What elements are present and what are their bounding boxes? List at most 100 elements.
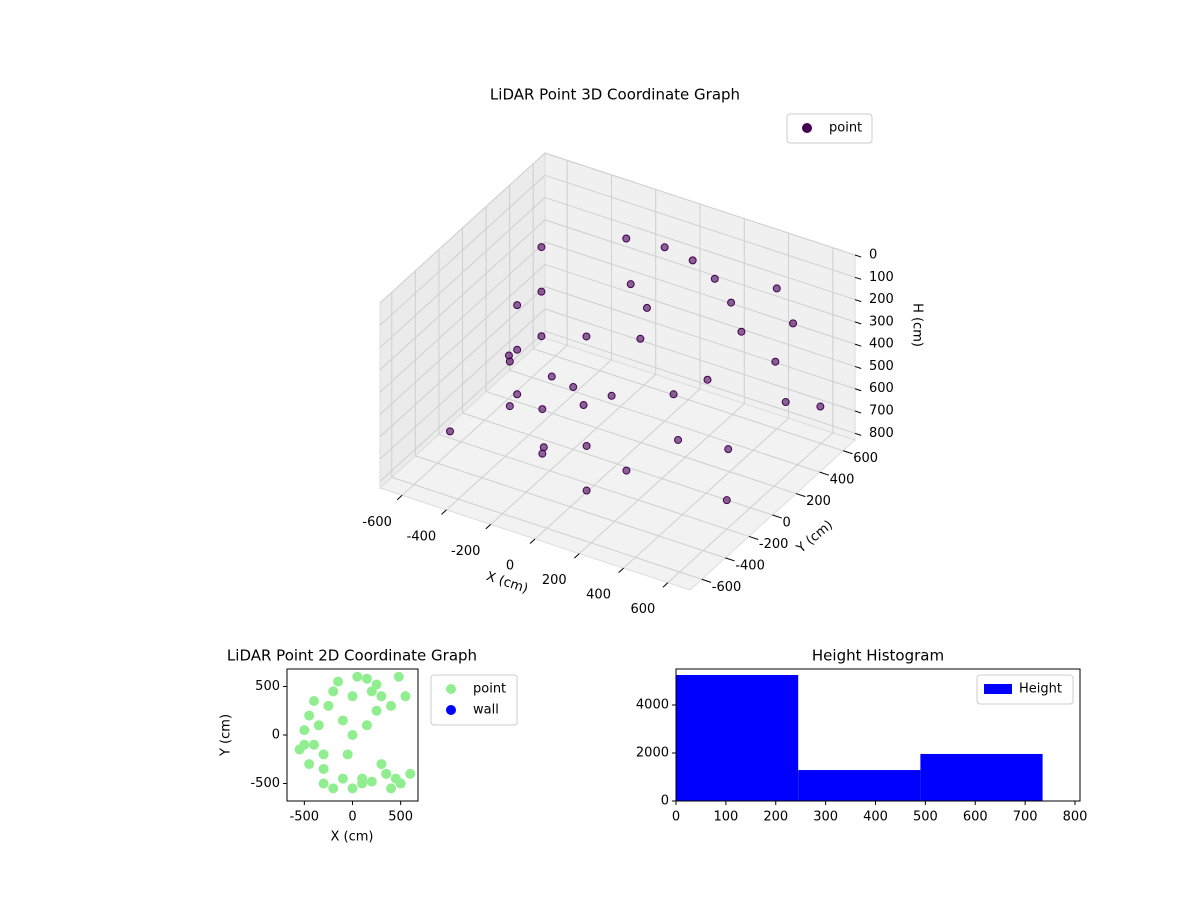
point <box>308 696 319 707</box>
tick-mark <box>396 494 403 501</box>
grid-line <box>544 241 856 345</box>
grid-line <box>544 308 856 412</box>
point <box>505 402 514 411</box>
x-tick-label: 200 <box>763 810 788 825</box>
chart-title: LiDAR Point 3D Coordinate Graph <box>490 86 740 104</box>
point <box>308 739 319 750</box>
legend-label: Height <box>1019 682 1062 697</box>
point <box>582 441 591 450</box>
point <box>318 749 329 760</box>
x-tick-label: 0 <box>506 559 514 574</box>
tick-mark <box>854 276 862 280</box>
tick-mark <box>854 432 862 436</box>
point <box>636 334 645 343</box>
point <box>781 398 790 407</box>
tick-mark <box>662 582 669 588</box>
point <box>688 256 697 265</box>
point <box>323 700 334 711</box>
point <box>313 720 324 731</box>
z-tick-label: 400 <box>869 337 894 352</box>
point <box>513 390 522 399</box>
point <box>361 720 372 731</box>
tick-mark <box>854 410 862 414</box>
point <box>400 691 411 702</box>
point <box>395 778 406 789</box>
grid-line <box>544 263 856 367</box>
point <box>539 443 548 452</box>
x-tick-label: -500 <box>290 810 320 825</box>
tick-mark <box>854 388 862 392</box>
z-tick-label: 600 <box>869 381 894 396</box>
point <box>669 390 678 399</box>
point <box>357 778 368 789</box>
point <box>318 763 329 774</box>
z-tick-label: 100 <box>869 270 894 285</box>
legend-marker <box>446 684 456 694</box>
point <box>333 676 344 687</box>
grid-line <box>379 219 546 371</box>
tick-mark <box>795 493 806 498</box>
point <box>504 351 513 360</box>
tick-mark <box>725 557 735 562</box>
point <box>513 345 522 354</box>
legend-label: point <box>473 682 506 697</box>
bar <box>676 675 799 801</box>
point <box>304 759 315 770</box>
grid-line <box>415 455 726 559</box>
point <box>328 783 339 794</box>
tick-mark <box>485 524 492 530</box>
y-axis-label: Y (cm) <box>219 714 234 757</box>
point <box>318 778 329 789</box>
z-tick-label: 800 <box>869 426 894 441</box>
x-tick-label: 800 <box>1063 810 1088 825</box>
point <box>446 427 454 436</box>
point <box>537 243 546 252</box>
x-tick-label: 300 <box>813 810 838 825</box>
x-tick-label: 600 <box>963 810 988 825</box>
grid-line <box>391 476 702 580</box>
point <box>342 749 353 760</box>
point <box>547 372 556 381</box>
z-tick-label: 0 <box>869 248 877 263</box>
point <box>376 759 387 770</box>
point <box>299 725 310 736</box>
grid-line <box>544 219 856 323</box>
legend-marker <box>446 705 456 715</box>
point <box>386 700 397 711</box>
tick-mark <box>529 538 536 544</box>
tick-mark <box>748 535 759 540</box>
legend-marker <box>802 123 812 133</box>
grid-line <box>379 241 546 393</box>
grid-line <box>509 369 820 473</box>
point <box>304 710 315 721</box>
x-tick-label: 0 <box>348 810 356 825</box>
point <box>771 357 780 366</box>
x-tick-label: 200 <box>542 573 567 588</box>
point <box>579 401 588 410</box>
x-tick-label: -200 <box>451 544 481 559</box>
grid-line <box>379 286 546 438</box>
y-tick-label: 0 <box>661 794 669 809</box>
tick-mark <box>772 514 782 519</box>
x-tick-label: -400 <box>407 529 437 544</box>
point <box>569 383 578 392</box>
point <box>674 435 683 444</box>
point <box>538 449 547 458</box>
x-tick-label: 500 <box>388 810 413 825</box>
tick-mark <box>854 254 862 258</box>
point <box>371 679 382 690</box>
x-tick-label: 600 <box>630 602 655 617</box>
point <box>361 673 372 684</box>
point <box>724 445 733 454</box>
point <box>582 486 591 495</box>
z-tick-label: 500 <box>869 359 894 374</box>
x-tick-label: 700 <box>1013 810 1038 825</box>
point <box>386 783 397 794</box>
legend-label: wall <box>473 703 499 718</box>
z-tick-label: 300 <box>869 314 894 329</box>
tick-mark <box>854 343 862 347</box>
y-tick-label: -600 <box>712 580 742 595</box>
point <box>371 705 382 716</box>
point <box>366 776 377 787</box>
z-axis-label: H (cm) <box>910 303 925 347</box>
